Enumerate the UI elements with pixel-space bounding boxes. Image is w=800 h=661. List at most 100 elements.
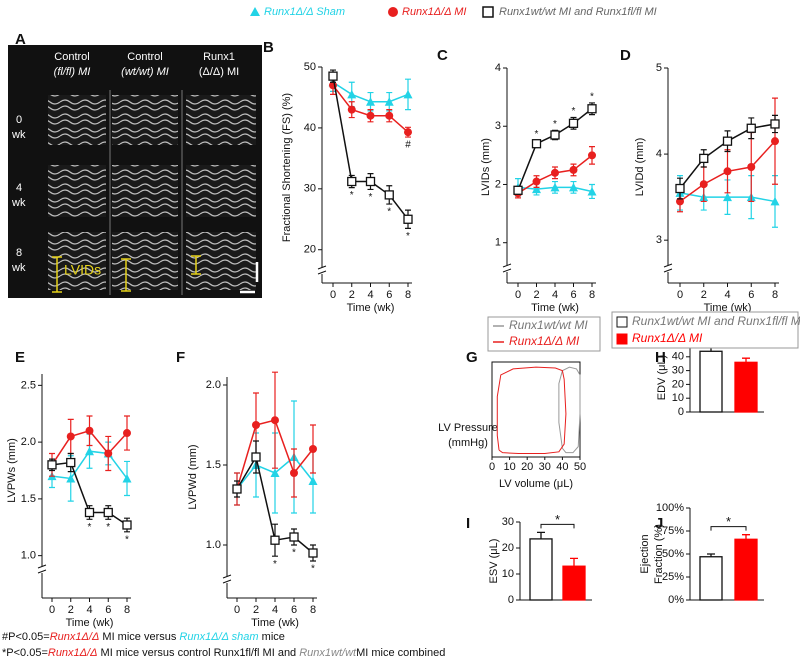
x-tick-label: 0	[330, 289, 336, 301]
marker	[550, 130, 560, 140]
panel-label: E	[15, 349, 25, 366]
marker	[587, 104, 597, 114]
marker	[66, 457, 76, 468]
marker	[551, 168, 559, 177]
axis-title: (mmHg)	[448, 437, 488, 449]
footnote: #P<0.05=Runx1Δ/Δ MI mice versus Runx1Δ/Δ…	[2, 631, 285, 643]
x-tick-label: 6	[386, 289, 392, 301]
axis-title: Time (wk)	[704, 302, 752, 314]
y-axis	[37, 374, 47, 598]
marker	[252, 421, 260, 429]
legend-box	[487, 316, 601, 352]
marker	[723, 192, 732, 202]
legend-swatch	[616, 333, 628, 345]
y-tick-label: 10	[502, 568, 514, 580]
x-tick-label: 30	[539, 461, 551, 473]
marker	[770, 196, 780, 206]
marker	[103, 507, 113, 518]
marker	[770, 119, 780, 129]
marker	[309, 445, 317, 453]
marker	[270, 535, 280, 545]
y-axis	[317, 67, 327, 283]
x-tick-label: 2	[533, 289, 539, 301]
axis-title: Time (wk)	[66, 617, 114, 629]
marker	[289, 532, 299, 542]
pv-loop	[558, 366, 581, 454]
y-tick-label: 30	[672, 365, 684, 377]
y-tick-label: 5	[656, 62, 662, 74]
marker	[365, 176, 376, 187]
x-tick-label: 20	[521, 461, 533, 473]
bar	[734, 361, 758, 413]
y-tick-label: 30	[502, 516, 514, 528]
x-tick-label: 2	[68, 604, 74, 616]
y-tick-label: 2	[495, 178, 501, 190]
y-tick-label: 20	[304, 244, 316, 256]
x-tick-label: 4	[552, 289, 558, 301]
y-tick-label: 4	[495, 62, 501, 74]
marker	[532, 177, 541, 186]
axis-title: LVPWd (mm)	[187, 444, 199, 509]
x-tick-label: 4	[86, 604, 92, 616]
row-label: wk	[11, 197, 26, 209]
axis-title: ESV (μL)	[488, 539, 500, 584]
marker	[123, 429, 131, 438]
marker	[308, 476, 318, 485]
y-tick-label: 50%	[662, 548, 684, 560]
column-label: Runx1	[203, 51, 235, 63]
marker	[232, 484, 242, 494]
panel-label: F	[176, 349, 185, 366]
x-tick-label: 4	[367, 289, 373, 301]
y-tick-label: 1.0	[21, 550, 36, 562]
y-tick-label: 2.0	[206, 379, 221, 391]
marker	[569, 165, 578, 174]
x-tick-label: 6	[105, 604, 111, 616]
y-tick-label: 10	[672, 392, 684, 404]
panel-label: I	[466, 515, 470, 532]
marker	[384, 97, 394, 106]
annotation: *	[273, 559, 277, 570]
annotation: *	[311, 564, 315, 575]
annotation: *	[369, 192, 373, 203]
bar	[734, 538, 758, 601]
annotation: *	[572, 106, 576, 117]
marker	[403, 214, 413, 224]
annotation: *	[590, 92, 594, 103]
marker	[328, 71, 338, 81]
row-label: 0	[16, 114, 22, 126]
x-tick-label: 6	[291, 604, 297, 616]
error-bar	[742, 534, 750, 540]
panel-label: B	[263, 39, 274, 56]
marker	[587, 186, 597, 196]
y-tick-label: 20	[672, 378, 684, 390]
marker	[347, 89, 357, 99]
error-bar	[537, 531, 545, 539]
marker	[270, 468, 280, 477]
axis-title: Time (wk)	[347, 302, 395, 314]
y-tick-label: 3	[495, 120, 501, 132]
x-tick-label: 0	[515, 289, 521, 301]
x-tick-label: 6	[748, 289, 754, 301]
column-label: Control	[54, 51, 89, 63]
marker	[47, 460, 57, 470]
y-tick-label: 40	[304, 122, 316, 134]
marker	[366, 97, 375, 106]
y-tick-label: 2.0	[21, 436, 36, 448]
error-bar	[742, 357, 750, 363]
y-tick-label: 2.5	[21, 379, 36, 391]
legend-label: Runx1Δ/Δ MI	[402, 6, 466, 18]
legend-box	[611, 311, 799, 349]
column-label: (Δ/Δ) MI	[199, 66, 239, 78]
x-tick-label: 6	[570, 289, 576, 301]
y-tick-label: 4	[656, 148, 662, 160]
annotation: *	[125, 534, 129, 545]
x-tick-label: 2	[701, 289, 707, 301]
marker	[308, 548, 318, 558]
panel-label: D	[620, 47, 631, 64]
y-tick-label: 0	[678, 406, 684, 418]
y-tick-label: 75%	[662, 525, 684, 537]
axis-title: Ejection	[639, 534, 651, 573]
x-tick-label: 0	[489, 461, 495, 473]
y-axis	[222, 377, 232, 598]
marker	[550, 182, 560, 192]
